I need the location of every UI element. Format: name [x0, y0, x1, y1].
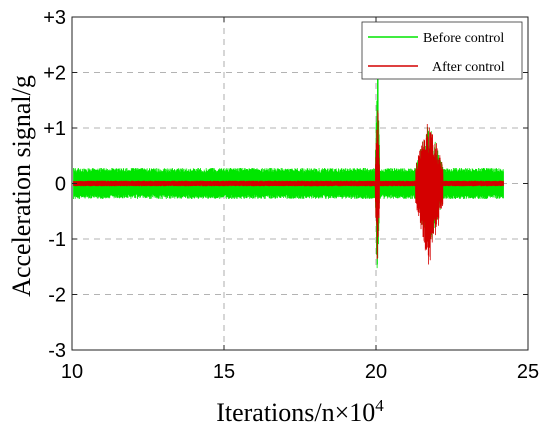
x-axis-ticks: 10 15 20 25	[61, 17, 539, 383]
y-tick-label: 0	[55, 174, 66, 196]
y-tick-label: +2	[43, 63, 66, 85]
x-axis-title: Iterations/n×104	[216, 396, 384, 427]
legend: Before control After control	[361, 21, 523, 80]
x-tick-label: 25	[517, 361, 539, 383]
x-axis-title-main: Iterations/n×10	[216, 398, 375, 427]
y-tick-label: +3	[43, 7, 66, 29]
y-axis-ticks: -3 -2 -1 0 +1 +2 +3	[43, 7, 528, 362]
y-axis-title: Acceleration signal/g	[7, 75, 36, 297]
y-tick-label: +1	[43, 118, 66, 140]
y-tick-label: -1	[48, 229, 66, 251]
legend-label-before-control: Before control	[423, 31, 504, 46]
y-tick-label: -3	[48, 340, 66, 362]
x-axis-title-superscript: 4	[375, 396, 384, 415]
x-tick-label: 20	[365, 361, 387, 383]
series-line-after-control	[73, 110, 504, 265]
series-layer	[73, 76, 504, 269]
legend-label-after-control: After control	[432, 60, 505, 75]
legend-box	[361, 21, 523, 80]
y-tick-label: -2	[48, 285, 66, 307]
x-tick-label: 10	[61, 361, 83, 383]
x-tick-label: 15	[213, 361, 235, 383]
